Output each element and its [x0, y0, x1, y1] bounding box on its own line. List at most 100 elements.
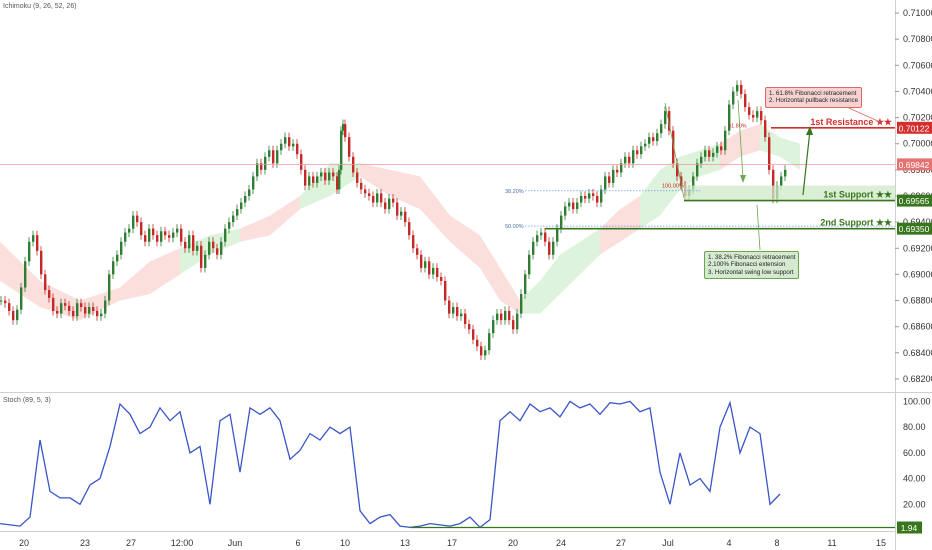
candle-body	[300, 154, 303, 170]
cloud-segment	[620, 196, 640, 242]
candle-body	[288, 137, 291, 147]
candle-body	[200, 245, 203, 268]
candle-body	[272, 150, 275, 164]
candle-body	[476, 339, 479, 347]
price-tag	[897, 222, 932, 235]
candle-body	[96, 310, 99, 317]
candle-body	[180, 228, 183, 242]
level-label[interactable]: 1st Support ★★	[823, 190, 893, 200]
candle-body	[436, 267, 439, 278]
cloud-segment	[540, 254, 560, 314]
candle-body	[216, 248, 219, 255]
candle-body	[460, 313, 463, 317]
cloud-segment	[150, 248, 180, 294]
candle-body	[432, 267, 435, 275]
cloud-segment	[300, 163, 330, 210]
fib-label: 61.80%	[728, 123, 747, 129]
time-tick-label: 6	[295, 538, 300, 548]
time-tick-label: 8	[774, 538, 779, 548]
candle-body	[588, 193, 591, 199]
candle-body	[640, 146, 643, 155]
support-note-line: 3. Horizontal swing low support	[708, 268, 794, 276]
stoch-tick-label: 80.00	[903, 422, 926, 432]
candle-body	[680, 176, 683, 186]
candle-body	[164, 231, 167, 236]
candle-body	[760, 111, 763, 121]
candle-body	[492, 320, 495, 334]
candle-body	[708, 150, 711, 157]
candle-body	[392, 198, 395, 203]
candle-body	[448, 300, 451, 314]
candle-body	[228, 222, 231, 229]
candle-body	[380, 193, 383, 203]
ichimoku-indicator-label[interactable]: Ichimoku (9, 26, 52, 26)	[3, 3, 77, 10]
cloud-segment	[360, 163, 390, 196]
candle-body	[340, 130, 343, 170]
candle-body	[724, 130, 727, 151]
candle-body	[752, 114, 755, 118]
level-label[interactable]: 1st Resistance ★★	[810, 117, 893, 127]
stoch-value-tag	[897, 521, 922, 534]
candle-body	[292, 143, 295, 147]
candle-body	[364, 189, 367, 194]
candle-body	[132, 215, 135, 229]
candle-body	[356, 172, 359, 183]
candle-body	[768, 137, 771, 170]
price-tag-label: 0.69350	[899, 224, 930, 234]
candle-body	[196, 245, 199, 251]
candle-body	[212, 241, 215, 249]
time-tick-label: Jul	[662, 538, 674, 548]
candle-body	[488, 333, 491, 351]
candle-body	[112, 261, 115, 275]
candle-body	[348, 137, 351, 157]
cloud-segment	[450, 215, 480, 268]
candle-body	[428, 261, 431, 275]
cloud-segment	[180, 235, 210, 275]
cloud-segment	[240, 215, 270, 242]
candle-body	[342, 124, 345, 131]
candle-body	[564, 206, 567, 216]
candle-body	[168, 235, 171, 238]
candle-body	[548, 241, 551, 255]
candle-body	[344, 124, 347, 138]
candle-body	[632, 150, 635, 164]
price-tick-label: 0.68200	[903, 374, 932, 384]
candle-body	[532, 241, 535, 255]
candle-body	[544, 232, 547, 242]
candle-body	[404, 211, 407, 223]
candle-body	[740, 84, 743, 95]
candle-body	[784, 169, 787, 177]
candle-body	[536, 235, 539, 242]
price-tag	[897, 194, 932, 207]
candle-body	[338, 169, 341, 190]
candle-body	[108, 274, 111, 301]
stoch-tick-label: 100.00	[903, 396, 931, 406]
candle-body	[52, 297, 55, 311]
candle-body	[224, 228, 227, 242]
stoch-indicator-label[interactable]: Stoch (89, 5, 3)	[3, 397, 51, 404]
candle-body	[624, 156, 627, 164]
candle-body	[568, 202, 571, 207]
candle-body	[192, 235, 195, 251]
candle-body	[76, 303, 79, 317]
candle-body	[468, 324, 471, 330]
candle-body	[596, 196, 599, 203]
candle-body	[296, 143, 299, 155]
level-label[interactable]: 2nd Support ★★	[820, 218, 893, 228]
cloud-segment	[680, 150, 700, 190]
candle-body	[84, 307, 87, 314]
candle-body	[40, 250, 43, 275]
candle-body	[772, 169, 775, 199]
candle-body	[140, 222, 143, 236]
candle-body	[764, 120, 767, 138]
candle-body	[412, 235, 415, 249]
candle-body	[28, 241, 31, 262]
price-tag	[897, 121, 932, 134]
